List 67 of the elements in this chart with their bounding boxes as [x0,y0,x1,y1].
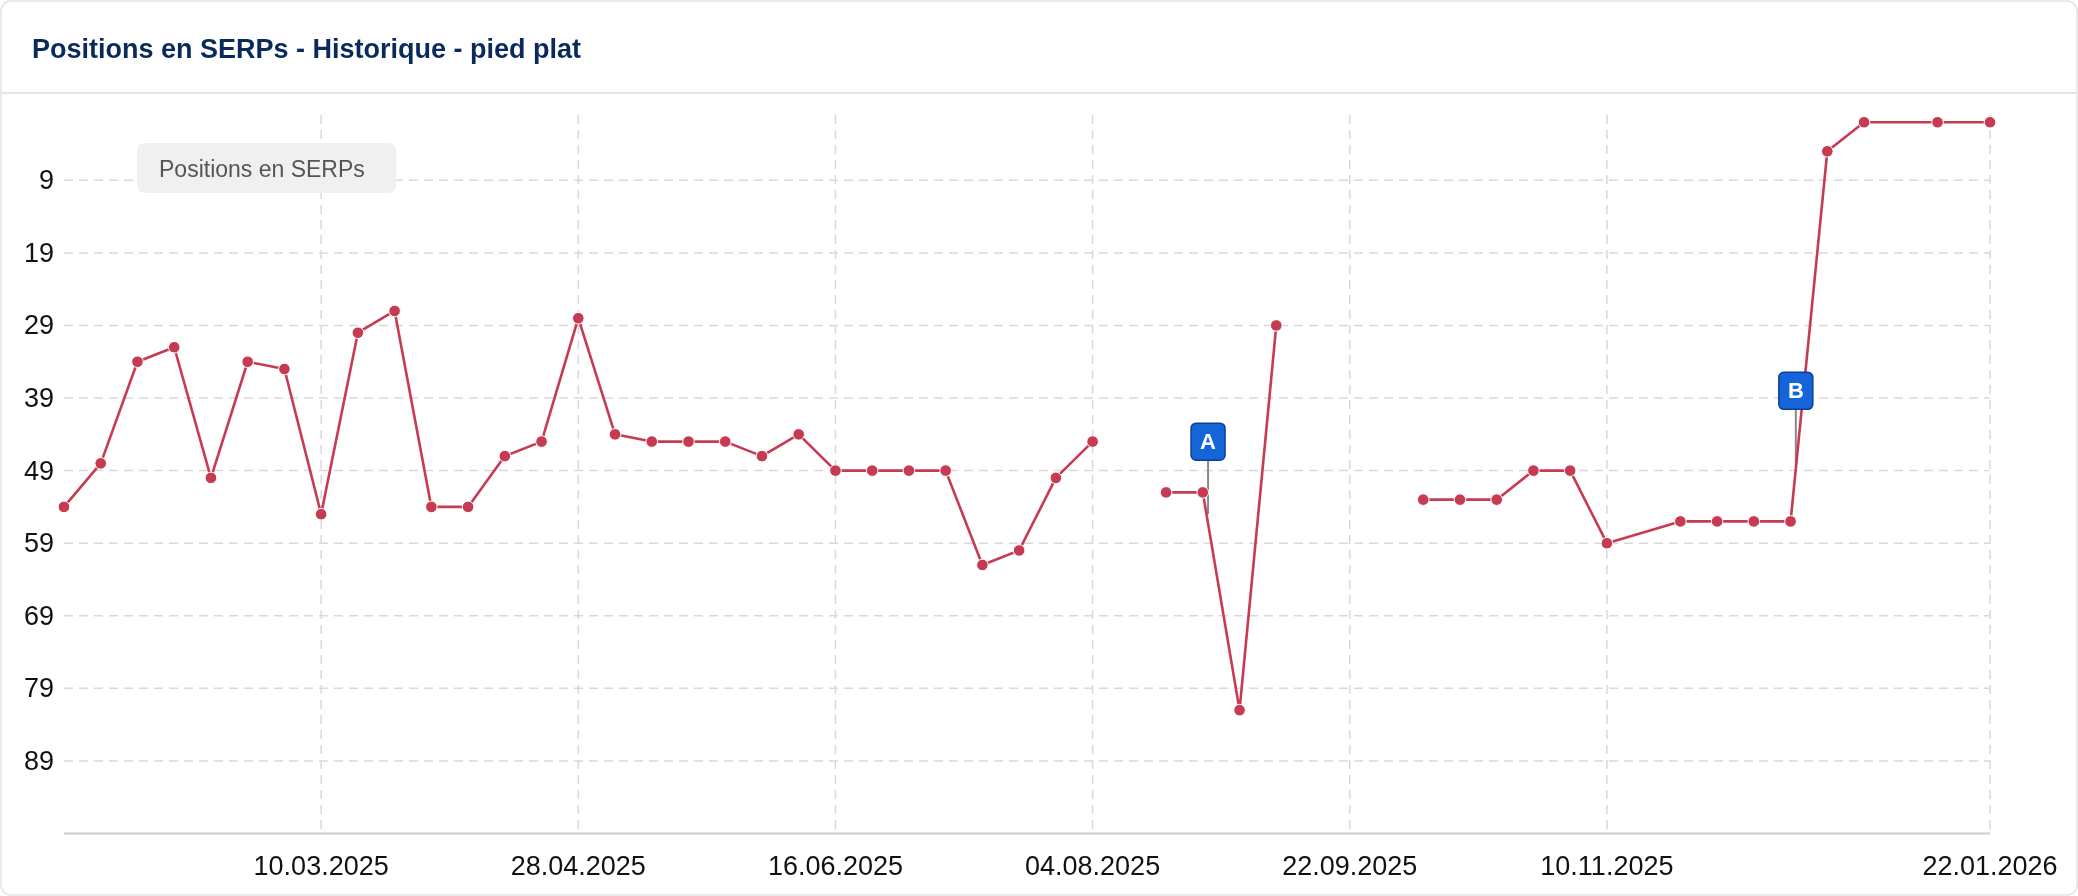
point [1710,515,1724,528]
x-tick-label: 10.11.2025 [1540,851,1674,881]
point [314,507,328,521]
point [425,500,438,514]
y-tick-label: 79 [23,673,54,704]
point [535,435,548,448]
point [278,362,291,376]
point [1049,471,1063,485]
point [645,435,659,448]
x-tick-label: 04.08.2025 [1025,851,1161,881]
point [1233,703,1246,717]
point [1453,493,1467,506]
point [1983,115,1997,129]
point [792,428,806,441]
y-tick-label: 59 [23,528,54,559]
annotation: B [1787,378,1804,404]
y-tick-label: 9 [38,165,54,196]
annotation: A [1200,429,1217,455]
y-tick-label: 29 [23,310,54,341]
point [1821,144,1834,158]
point [1857,115,1871,129]
point [131,355,144,369]
x-tick-label: 10.03.2025 [253,851,389,881]
point [976,558,989,572]
point [1269,319,1283,332]
x-tick-label: 28.04.2025 [510,851,646,881]
point [1416,493,1430,506]
point [1527,464,1540,477]
point [572,311,585,325]
point [865,464,879,477]
point [461,500,475,514]
point [902,464,916,477]
point [167,340,181,354]
point [1159,486,1173,499]
point [1196,486,1210,499]
point [1012,544,1026,557]
y-tick-label: 69 [23,600,54,631]
point [1563,464,1577,477]
point [1747,515,1761,528]
chart-title: Positions en SERPs - Historique - pied plat [32,34,582,64]
y-tick-label: 19 [23,237,54,268]
y-tick-label: 89 [23,745,54,776]
point [498,449,512,463]
x-tick-label: 22.09.2025 [1282,851,1418,881]
point [351,326,365,340]
point [1600,536,1614,550]
point [829,464,842,477]
point [94,457,108,470]
point [1674,515,1687,528]
point [1931,115,1944,129]
point [241,355,254,369]
point [1784,515,1797,528]
point [682,435,695,448]
point [1490,493,1503,506]
annotation: Positions en SERPs [159,156,365,182]
point [204,471,218,485]
point [755,449,769,463]
point [1086,435,1099,448]
point [718,435,732,448]
y-tick-label: 39 [23,383,54,414]
y-tick-label: 49 [23,455,54,486]
point [388,304,401,318]
point [608,428,622,441]
x-tick-label: 22.01.2026 [1922,851,2058,881]
x-tick-label: 16.06.2025 [767,851,904,881]
point [57,500,71,514]
point [939,464,952,477]
